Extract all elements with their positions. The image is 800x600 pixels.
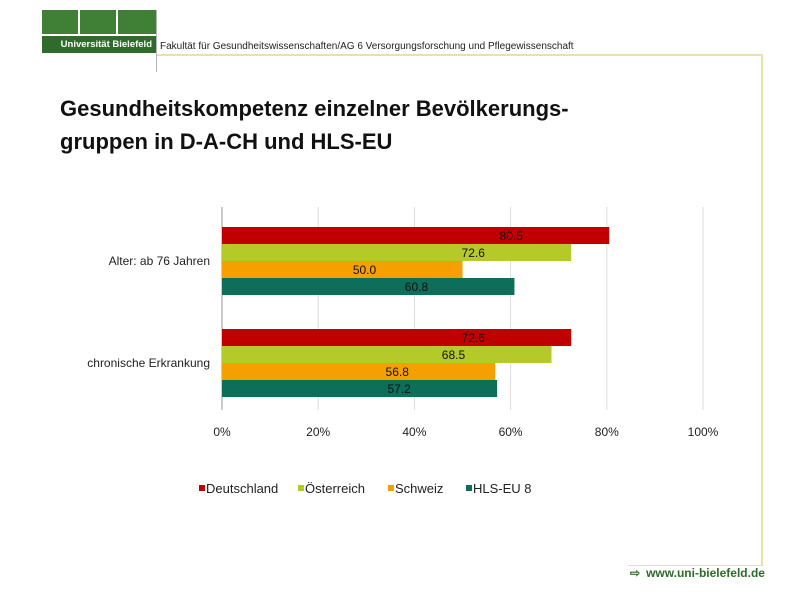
legend-swatch <box>466 485 472 491</box>
frame-line-bottom <box>628 565 763 566</box>
data-label: 50.0 <box>353 263 377 277</box>
footer-url[interactable]: ⇨ www.uni-bielefeld.de <box>630 566 765 580</box>
logo-block-right <box>118 10 156 34</box>
bar-deutschland <box>222 329 572 346</box>
frame-line-right <box>761 54 763 566</box>
footer-url-text: www.uni-bielefeld.de <box>646 566 765 580</box>
legend-swatch <box>199 485 205 491</box>
legend-label: HLS-EU 8 <box>473 481 532 496</box>
logo-block-middle <box>80 10 116 34</box>
category-label: Alter: ab 76 Jahren <box>109 254 210 268</box>
bar-hls-eu-8 <box>222 380 498 397</box>
slide-title-line-1: Gesundheitskompetenz einzelner Bevölkeru… <box>60 96 569 121</box>
x-tick-label: 100% <box>688 425 719 439</box>
legend-label: Schweiz <box>395 481 443 496</box>
data-label: 72.6 <box>462 246 486 260</box>
x-tick-label: 40% <box>402 425 426 439</box>
data-label: 68.5 <box>442 348 466 362</box>
data-label: 60.8 <box>405 280 429 294</box>
bar-schweiz <box>222 261 463 278</box>
x-tick-label: 20% <box>306 425 330 439</box>
bar-österreich <box>222 346 552 363</box>
slide-title-line-2: gruppen in D-A-CH und HLS-EU <box>60 129 393 154</box>
university-logo: Universität Bielefeld <box>42 10 156 53</box>
data-label: 80.5 <box>500 229 524 243</box>
x-tick-label: 60% <box>499 425 523 439</box>
x-tick-label: 0% <box>213 425 231 439</box>
header-divider <box>156 10 157 72</box>
legend-swatch <box>298 485 304 491</box>
slide-title: Gesundheitskompetenz einzelner Bevölkeru… <box>60 92 740 158</box>
bar-österreich <box>222 244 572 261</box>
x-tick-label: 80% <box>595 425 619 439</box>
bar-hls-eu-8 <box>222 278 515 295</box>
legend-swatch <box>388 485 394 491</box>
data-label: 57.2 <box>387 382 411 396</box>
legend-label: Deutschland <box>206 481 278 496</box>
category-label: chronische Erkrankung <box>87 356 210 370</box>
data-label: 72.6 <box>462 331 486 345</box>
data-label: 56.8 <box>386 365 410 379</box>
bar-deutschland <box>222 227 610 244</box>
logo-wordmark: Universität Bielefeld <box>42 36 156 53</box>
faculty-header: Fakultät für Gesundheitswissenschaften/A… <box>160 41 574 52</box>
frame-line-top <box>157 54 763 56</box>
legend-label: Österreich <box>305 481 365 496</box>
arrow-right-icon: ⇨ <box>630 566 641 580</box>
logo-block-left <box>42 10 78 34</box>
bar-schweiz <box>222 363 496 380</box>
